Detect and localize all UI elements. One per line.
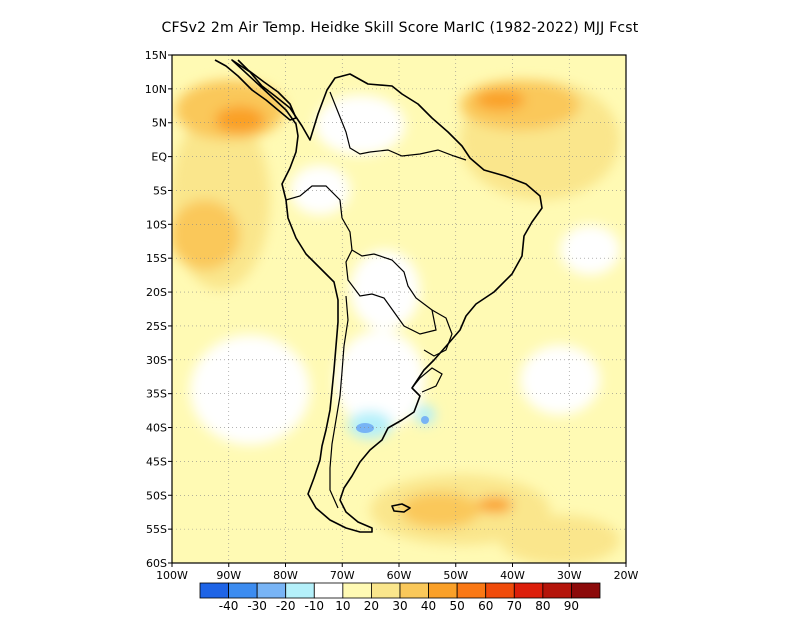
lat-label: 30S: [146, 354, 167, 367]
colorbar-swatch: [371, 582, 401, 599]
colorbar-label: 70: [507, 599, 522, 613]
central-america-coastline: [214, 59, 297, 121]
map-title: CFSv2 2m Air Temp. Heidke Skill Score Ma…: [161, 20, 639, 36]
border-chile-argentina: [329, 295, 349, 509]
white-patch-argentina: [335, 330, 425, 430]
white-patch-bolivia: [350, 250, 420, 330]
coastline: [214, 59, 543, 533]
colorbar-swatch: [399, 582, 429, 599]
lat-label: 45S: [146, 455, 167, 468]
colorbar-label: 80: [535, 599, 550, 613]
colorbar-label: -20: [276, 599, 296, 613]
shade-max-south-atlantic: [477, 497, 513, 513]
shade-east-pacific-south: [172, 200, 240, 270]
lon-label: 50W: [443, 569, 468, 582]
lat-label: 5N: [152, 117, 167, 130]
lon-label: 90W: [216, 569, 241, 582]
latitude-labels: 15N 10N 5N EQ 5S 10S 15S 20S 25S 30S 35S 40S 45S 50S 5…: [145, 49, 172, 570]
negative-core-patagonia: [356, 423, 374, 433]
shade-south-atlantic-b: [500, 515, 620, 563]
longitude-labels: 100W 90W 80W 70W 60W 50W 40W 30W 20W: [156, 563, 639, 582]
lat-label: 60S: [146, 557, 167, 570]
colorbar-swatch: [199, 582, 229, 599]
country-borders: [285, 91, 467, 509]
border-colombia-venezuela: [329, 91, 371, 155]
white-patch-venezuela: [315, 95, 405, 155]
border-bolivia: [345, 249, 437, 335]
negative-patch-rio-plata: [415, 405, 435, 425]
colorbar-swatch: [342, 582, 372, 599]
lon-label: 30W: [557, 569, 582, 582]
colorbar-label: 60: [478, 599, 493, 613]
shade-max-atlantic: [475, 90, 525, 110]
lat-label: 10S: [146, 218, 167, 231]
lat-label: 20S: [146, 286, 167, 299]
white-patch-colombia: [290, 165, 350, 215]
shade-max-pacific: [215, 106, 265, 134]
lon-label: 80W: [273, 569, 298, 582]
lat-label: 50S: [146, 489, 167, 502]
colorbar-label: 50: [450, 599, 465, 613]
colorbar-labels: -40 -30 -20 -10 10 20 30 40 50 60 70 80 90: [219, 599, 579, 613]
white-patch-atlantic: [520, 345, 600, 415]
shade-falklands: [400, 492, 480, 528]
lon-label: 40W: [500, 569, 525, 582]
border-paraguay: [423, 309, 453, 357]
negative-core-rio-plata: [421, 416, 429, 424]
colorbar-swatch: [428, 582, 458, 599]
lat-label: 15S: [146, 252, 167, 265]
lon-label: 70W: [330, 569, 355, 582]
lat-label: EQ: [151, 151, 167, 164]
border-brazil-north: [369, 149, 467, 161]
colorbar-swatch: [285, 582, 315, 599]
border-argentina-uruguay: [411, 367, 443, 393]
white-patch-east-pacific: [190, 335, 310, 445]
colorbar-label: -40: [219, 599, 239, 613]
shaded-field: [172, 55, 626, 563]
colorbar-label: 10: [335, 599, 350, 613]
falkland-islands: [391, 503, 411, 513]
colorbar-swatch: [456, 582, 487, 599]
colorbar-swatch: [513, 582, 544, 599]
colorbar-swatch: [256, 582, 287, 599]
colorbar-label: 90: [564, 599, 579, 613]
colorbar-swatch: [485, 582, 515, 599]
lon-label: 20W: [614, 569, 639, 582]
lat-label: 40S: [146, 422, 167, 435]
lat-label: 5S: [153, 184, 167, 197]
colorbar-swatch: [571, 582, 601, 599]
colorbar-swatch: [228, 582, 258, 599]
colorbar-label: -30: [247, 599, 267, 613]
colorbar-swatch: [313, 582, 344, 599]
colorbar-swatch: [542, 582, 572, 599]
lon-label: 100W: [156, 569, 188, 582]
colorbar-label: 40: [421, 599, 436, 613]
south-america-coastline: [231, 59, 543, 533]
lat-label: 10N: [145, 83, 167, 96]
lat-label: 25S: [146, 320, 167, 333]
border-ecuador-peru: [285, 185, 343, 219]
lat-label: 35S: [146, 388, 167, 401]
lat-label: 55S: [146, 523, 167, 536]
colorbar-label: -10: [304, 599, 324, 613]
lon-label: 60W: [387, 569, 412, 582]
colorbar-label: 30: [392, 599, 407, 613]
lat-label: 15N: [145, 49, 167, 62]
colorbar-label: 20: [364, 599, 379, 613]
white-patch-south-atlantic: [560, 225, 620, 275]
colorbar: [199, 582, 601, 599]
